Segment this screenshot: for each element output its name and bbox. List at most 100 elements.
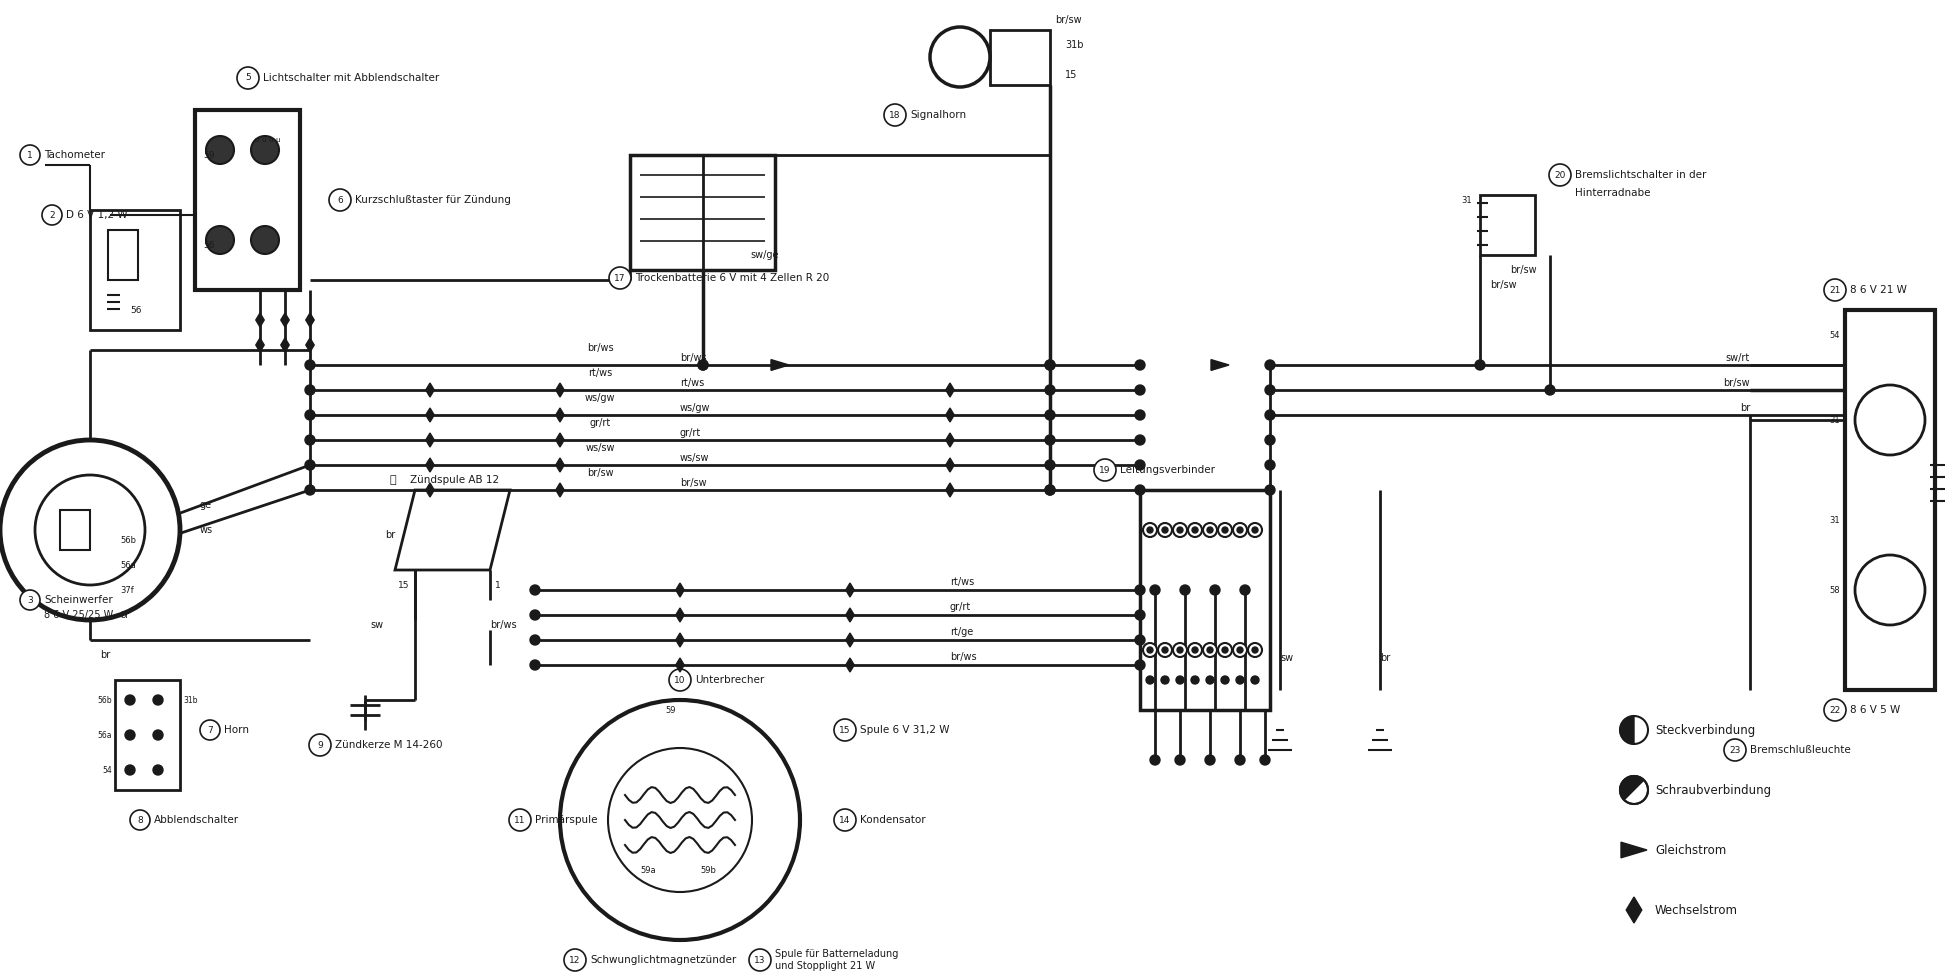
Text: 21: 21 <box>1830 286 1840 295</box>
Circle shape <box>931 27 989 87</box>
Circle shape <box>1135 635 1145 645</box>
Text: 56: 56 <box>202 240 214 250</box>
Circle shape <box>1180 585 1190 595</box>
Text: 59: 59 <box>202 151 214 159</box>
Text: 31: 31 <box>1830 515 1840 525</box>
Bar <box>631 155 775 270</box>
Text: 6: 6 <box>337 195 343 204</box>
Bar <box>1846 310 1935 690</box>
Circle shape <box>1723 739 1746 761</box>
Text: 56b: 56b <box>121 536 136 544</box>
Text: 9: 9 <box>317 741 323 749</box>
Text: rt/ge: rt/ge <box>950 627 974 637</box>
Text: Spule 6 V 31,2 W: Spule 6 V 31,2 W <box>861 725 950 735</box>
Circle shape <box>1147 527 1153 533</box>
Circle shape <box>19 590 41 610</box>
Circle shape <box>1252 676 1260 684</box>
Polygon shape <box>1622 842 1647 858</box>
Circle shape <box>1188 523 1201 537</box>
Circle shape <box>1135 410 1145 420</box>
Text: 8 6 V 25/25 W: 8 6 V 25/25 W <box>45 610 113 620</box>
Circle shape <box>1266 435 1275 445</box>
Circle shape <box>699 360 709 370</box>
Circle shape <box>1046 360 1055 370</box>
Polygon shape <box>280 338 290 352</box>
Text: 31: 31 <box>1462 195 1472 204</box>
Text: Lichtschalter mit Abblendschalter: Lichtschalter mit Abblendschalter <box>263 73 440 83</box>
Circle shape <box>1046 410 1055 420</box>
Circle shape <box>1209 585 1221 595</box>
Polygon shape <box>426 408 434 422</box>
Text: 17: 17 <box>613 273 625 283</box>
Circle shape <box>1135 460 1145 470</box>
Circle shape <box>833 719 857 741</box>
Polygon shape <box>1211 360 1229 370</box>
Text: br/ws: br/ws <box>950 652 977 662</box>
Polygon shape <box>426 433 434 447</box>
Polygon shape <box>845 633 855 647</box>
Polygon shape <box>255 338 265 352</box>
Bar <box>195 110 300 290</box>
Text: br: br <box>121 610 129 619</box>
Text: ws/sw: ws/sw <box>680 453 709 463</box>
Text: Horn: Horn <box>224 725 249 735</box>
Text: rt/ws: rt/ws <box>680 378 705 388</box>
Circle shape <box>1266 385 1275 395</box>
Text: 8: 8 <box>136 816 142 824</box>
Circle shape <box>1219 523 1232 537</box>
Text: br: br <box>99 650 111 660</box>
Circle shape <box>561 700 800 940</box>
Text: 1: 1 <box>495 580 500 589</box>
Text: 31: 31 <box>1830 415 1840 425</box>
Polygon shape <box>676 633 683 647</box>
Circle shape <box>1192 647 1197 653</box>
Text: 11: 11 <box>514 816 526 824</box>
Circle shape <box>1550 164 1571 186</box>
Bar <box>107 230 138 280</box>
Text: 20: 20 <box>1554 170 1565 180</box>
Circle shape <box>1824 279 1846 301</box>
Circle shape <box>1207 647 1213 653</box>
Text: 31b: 31b <box>183 696 197 705</box>
Text: Abblendschalter: Abblendschalter <box>154 815 239 825</box>
Circle shape <box>1234 755 1244 765</box>
Text: Leitungsverbinder: Leitungsverbinder <box>1120 465 1215 475</box>
Circle shape <box>1476 360 1486 370</box>
Text: 22: 22 <box>1830 706 1840 714</box>
Circle shape <box>1046 460 1055 470</box>
Bar <box>60 510 90 550</box>
Text: Wechselstrom: Wechselstrom <box>1655 904 1739 917</box>
Text: rt/ws: rt/ws <box>950 577 974 587</box>
Polygon shape <box>676 608 683 622</box>
Polygon shape <box>946 458 954 472</box>
Circle shape <box>1205 676 1215 684</box>
Text: br: br <box>1380 653 1390 663</box>
Text: gr/rt: gr/rt <box>950 602 972 612</box>
Circle shape <box>306 485 315 495</box>
Circle shape <box>125 695 134 705</box>
Text: Trockenbatterie 6 V mit 4 Zellen R 20: Trockenbatterie 6 V mit 4 Zellen R 20 <box>635 273 829 283</box>
Text: Bremslichtschalter in der: Bremslichtschalter in der <box>1575 170 1706 180</box>
Circle shape <box>750 949 771 971</box>
Polygon shape <box>845 608 855 622</box>
Circle shape <box>310 734 331 756</box>
Text: 56a: 56a <box>121 561 136 570</box>
Circle shape <box>1205 755 1215 765</box>
Text: ws: ws <box>201 525 212 535</box>
Text: ⑯: ⑯ <box>389 475 397 485</box>
Circle shape <box>1172 643 1188 657</box>
Circle shape <box>1135 385 1145 395</box>
Circle shape <box>1151 585 1160 595</box>
Circle shape <box>1223 647 1229 653</box>
Circle shape <box>1266 410 1275 420</box>
Circle shape <box>1192 527 1197 533</box>
Text: ws/gw: ws/gw <box>680 403 711 413</box>
Text: 59: 59 <box>666 706 676 714</box>
Wedge shape <box>1620 716 1634 744</box>
Wedge shape <box>1620 776 1643 800</box>
Text: rt/ws: rt/ws <box>588 368 611 378</box>
Text: Kondensator: Kondensator <box>861 815 925 825</box>
Circle shape <box>1252 647 1258 653</box>
Text: sw/rt: sw/rt <box>1725 353 1750 363</box>
Circle shape <box>125 730 134 740</box>
